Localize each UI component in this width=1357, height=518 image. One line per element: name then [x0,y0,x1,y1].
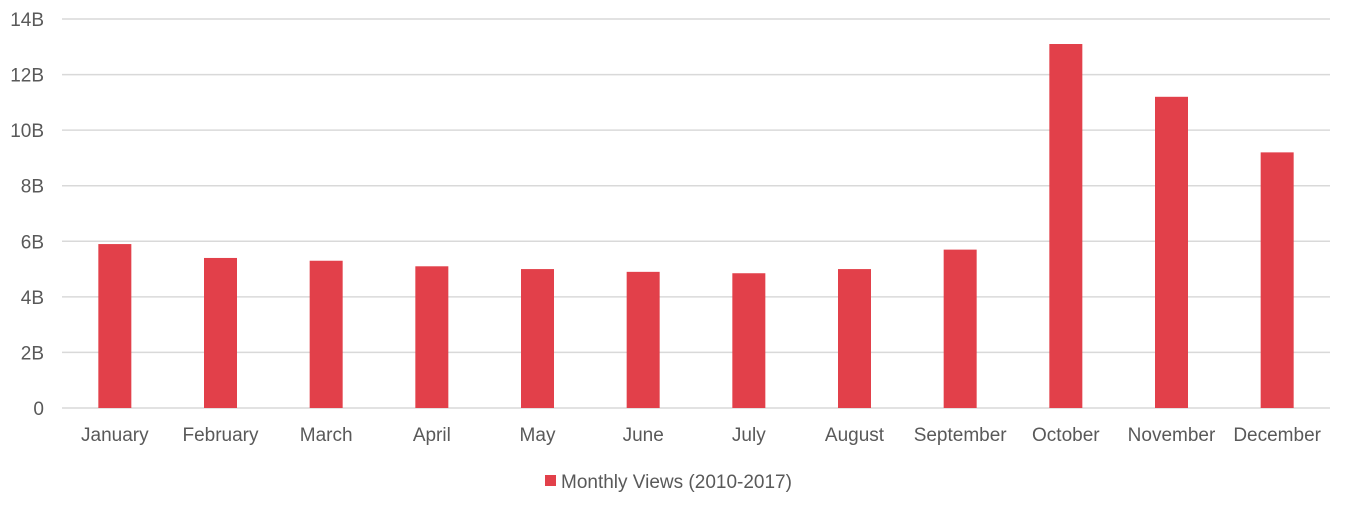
y-tick-label: 4B [21,288,44,309]
x-tick-label: May [520,425,556,446]
x-tick-label: October [1032,425,1100,446]
bar [626,271,660,408]
legend-label: Monthly Views (2010-2017) [561,472,792,493]
gridlines [62,18,1330,409]
y-tick-label: 6B [21,232,44,253]
bar [204,257,237,408]
bars [98,44,1294,409]
x-tick-label: January [81,425,149,446]
x-tick-label: June [623,425,664,446]
bar [309,260,343,408]
bar [98,244,132,408]
y-tick-label: 0 [33,399,44,420]
y-tick-label: 2B [21,343,44,364]
x-tick-label: July [732,425,766,446]
x-tick-label: December [1233,425,1321,446]
y-tick-label: 10B [10,121,44,142]
x-tick-label: November [1128,425,1216,446]
bar [943,249,977,408]
x-tick-label: February [182,425,259,446]
bar [1260,152,1294,408]
y-tick-label: 12B [10,66,44,87]
bar [1049,44,1083,408]
bar [1155,96,1188,409]
y-tick-label: 14B [10,10,44,31]
x-axis-tick-labels: January February March April May June July Augu… [81,425,1322,446]
legend: Monthly Views (2010-2017) [545,472,792,493]
bar [415,266,449,408]
legend-swatch [545,475,556,486]
bar [521,269,554,408]
x-tick-label: September [914,425,1008,446]
bar [732,273,766,408]
x-tick-label: March [300,425,353,446]
x-tick-label: April [413,425,451,446]
x-tick-label: August [825,425,885,446]
y-axis-tick-labels: 0 2B 4B 6B 8B 10B 12B 14B [10,10,44,420]
y-tick-label: 8B [21,177,44,198]
bar [838,269,871,408]
